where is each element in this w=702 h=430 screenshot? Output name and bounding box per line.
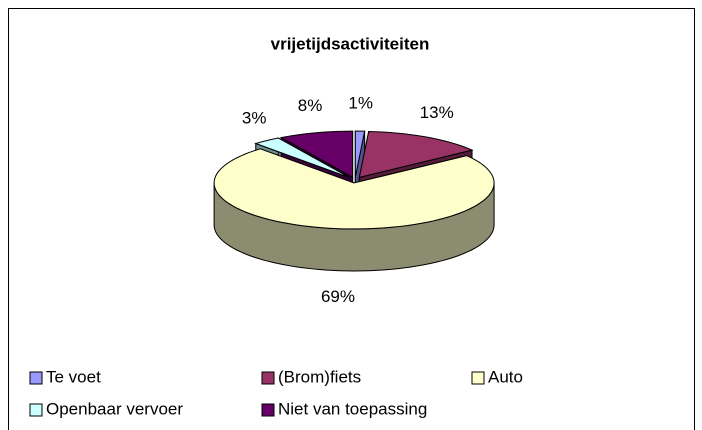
slice xyxy=(213,148,495,230)
data-label: 69% xyxy=(321,287,355,306)
data-label: 8% xyxy=(298,96,323,115)
chart-title: vrijetijdsactiviteiten xyxy=(271,34,430,53)
legend-label: Niet van toepassing xyxy=(278,399,427,418)
legend-label: Auto xyxy=(488,367,523,386)
legend-swatch xyxy=(29,371,43,385)
data-label: 3% xyxy=(242,108,267,127)
data-label: 13% xyxy=(420,103,454,122)
slice xyxy=(358,130,474,179)
slice xyxy=(279,130,354,178)
chart-frame xyxy=(8,8,695,430)
legend-swatch xyxy=(261,403,275,417)
legend-label: Openbaar vervoer xyxy=(46,399,183,418)
slice xyxy=(254,137,350,179)
legend-swatch xyxy=(471,371,485,385)
legend-swatch xyxy=(29,403,43,417)
legend-label: Te voet xyxy=(46,367,101,386)
legend-label: (Brom)fiets xyxy=(278,367,361,386)
legend-swatch xyxy=(261,371,275,385)
slice xyxy=(354,130,366,178)
data-label: 1% xyxy=(348,94,373,113)
